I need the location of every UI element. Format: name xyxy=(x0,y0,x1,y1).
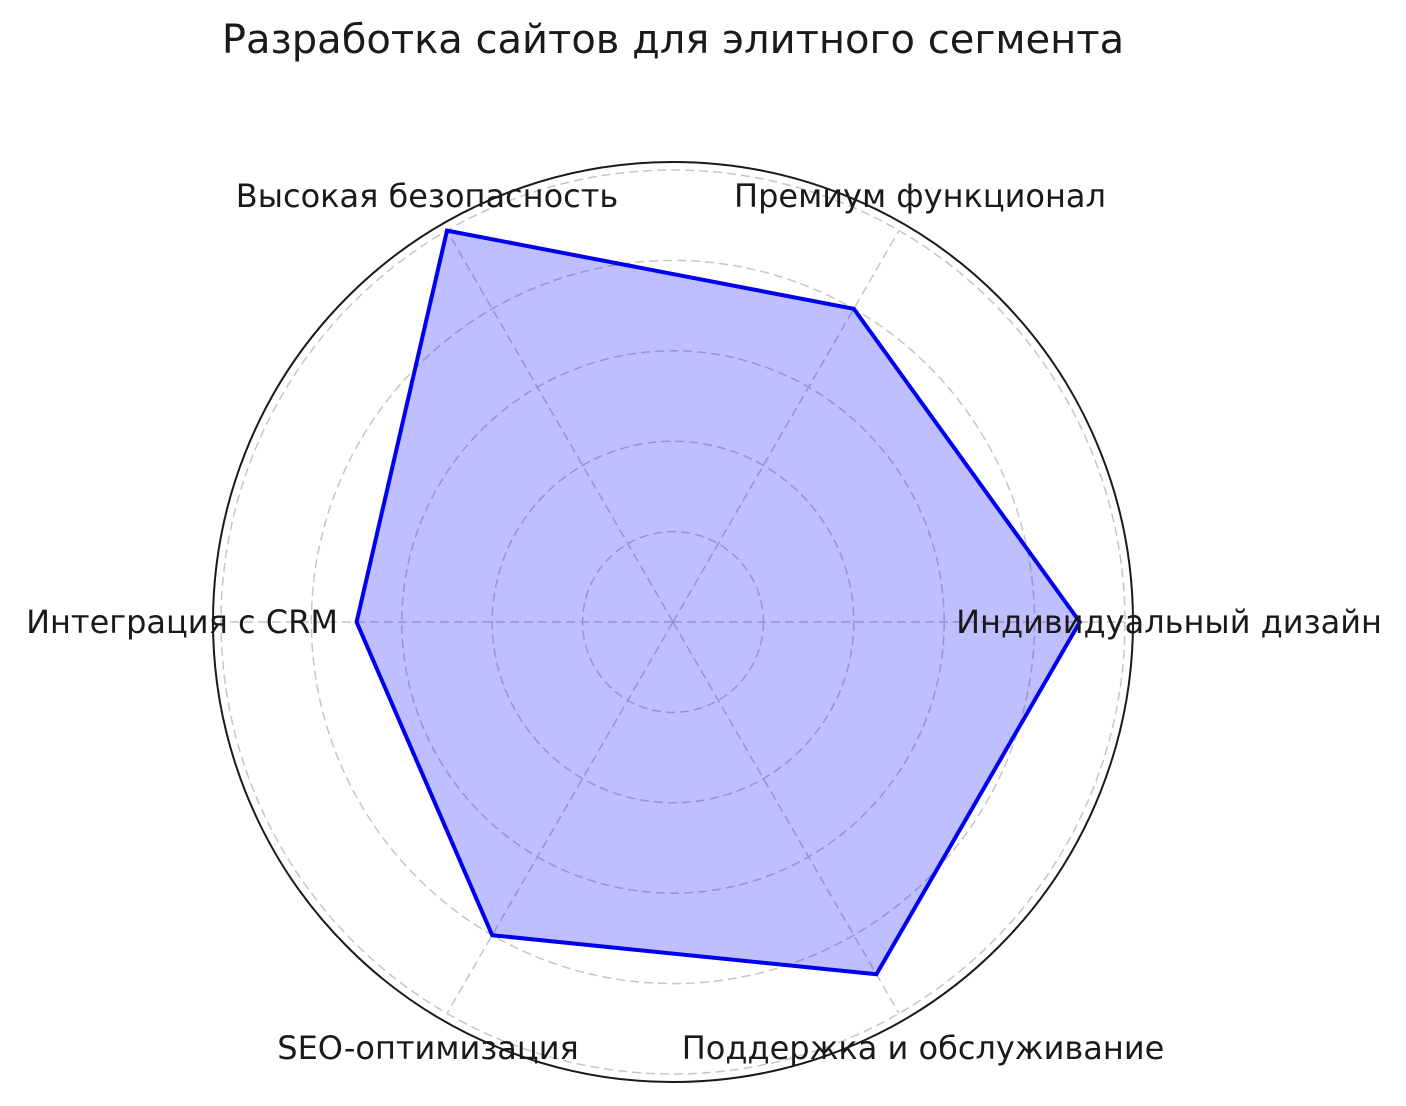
grid-spoke xyxy=(446,230,674,623)
grid-spoke xyxy=(672,621,900,1014)
axis-label-crm-integration: Интеграция с CRM xyxy=(26,603,338,641)
grid-spoke xyxy=(446,621,674,1014)
axis-label-high-security: Высокая безопасность xyxy=(235,177,619,215)
axis-label-seo-optimization: SEO-оптимизация xyxy=(277,1029,579,1067)
axis-label-premium-functionality: Премиум функционал xyxy=(734,177,1106,215)
polar-outline-circle xyxy=(212,161,1134,1083)
grid-ring xyxy=(491,440,855,804)
grid-spokes xyxy=(221,230,1125,1014)
axis-label-support-maintenance: Поддержка и обслуживание xyxy=(681,1029,1165,1067)
data-polygon xyxy=(354,228,1083,977)
grid-ring xyxy=(310,259,1036,985)
grid-spoke xyxy=(672,230,900,623)
chart-title: Разработка сайтов для элитного сегмента xyxy=(221,17,1125,63)
axis-label-individual-design: Индивидуальный дизайн xyxy=(956,603,1382,641)
